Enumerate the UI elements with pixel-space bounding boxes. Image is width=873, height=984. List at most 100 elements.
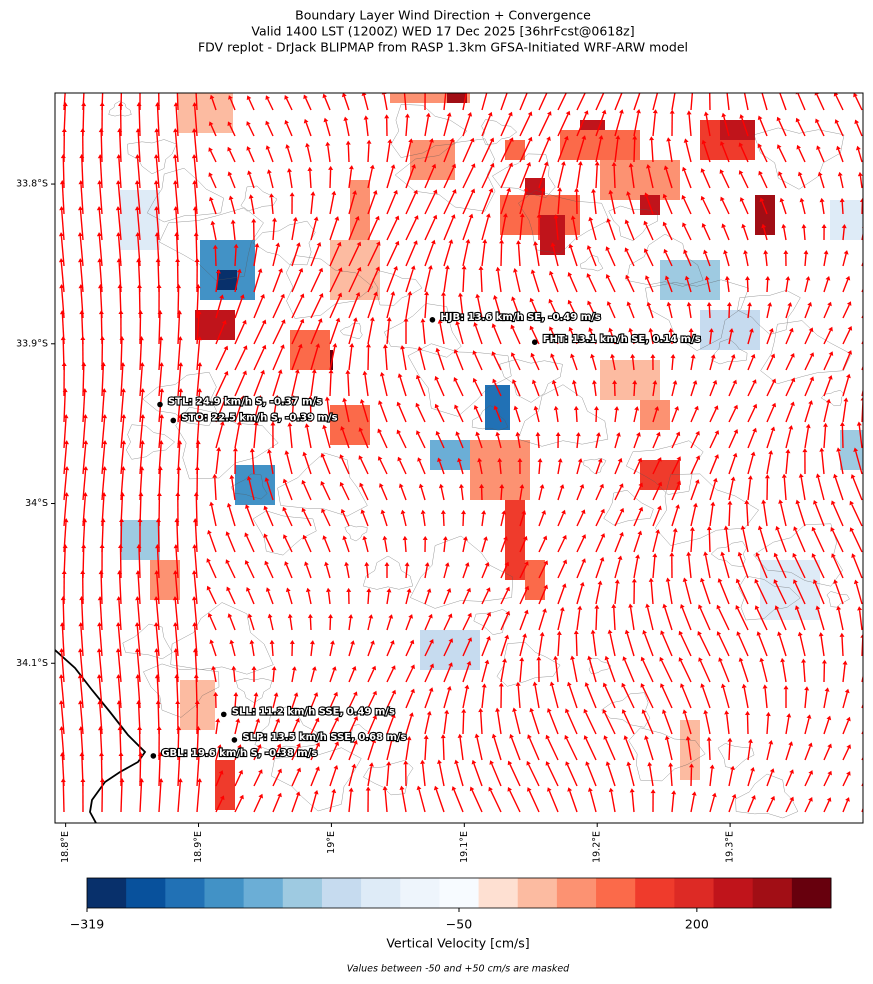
wind-arrow-head — [373, 291, 378, 297]
wind-arrow — [418, 460, 426, 475]
wind-arrow — [576, 561, 585, 579]
contour — [390, 104, 467, 158]
contour — [753, 523, 843, 587]
wind-arrow — [500, 216, 507, 241]
wind-arrow-head — [685, 736, 691, 741]
wind-arrow — [671, 531, 676, 553]
wind-arrow — [215, 722, 219, 735]
wind-arrow — [177, 366, 182, 397]
wind-arrow-head — [747, 302, 752, 307]
wind-arrow-head — [59, 622, 65, 627]
wind-arrow-head — [542, 608, 547, 613]
wind-arrow — [438, 763, 445, 787]
wind-arrow — [196, 314, 200, 345]
x-tick-label: 19.2°E — [592, 831, 603, 863]
wind-arrow — [500, 487, 503, 501]
wind-arrow — [266, 480, 274, 501]
wind-arrow-head — [59, 206, 65, 211]
wind-arrow — [401, 789, 407, 813]
wind-arrow-head — [690, 354, 696, 359]
convergence-cell — [390, 93, 470, 103]
wind-arrow-head — [153, 622, 159, 627]
wind-arrow — [608, 304, 616, 319]
wind-arrow — [832, 530, 844, 553]
station-label: SLL: 11.2 km/h SSE, 0.49 m/s — [232, 706, 395, 717]
wind-arrow — [623, 686, 635, 709]
wind-arrow-head — [765, 711, 771, 717]
contour — [753, 127, 845, 190]
wind-arrow — [362, 512, 369, 527]
wind-arrow — [272, 271, 282, 293]
wind-arrow — [519, 513, 525, 527]
wind-arrow — [794, 529, 806, 553]
wind-arrow-head — [701, 139, 707, 145]
wind-arrow — [512, 299, 521, 319]
wind-arrow-head — [443, 87, 448, 91]
wind-arrow-head — [750, 767, 755, 772]
wind-arrow — [63, 470, 68, 501]
wind-arrow — [291, 372, 298, 397]
wind-arrow-head — [207, 612, 213, 618]
wind-arrow-head — [491, 351, 497, 356]
wind-arrow — [310, 271, 322, 293]
wind-arrow — [234, 773, 242, 787]
wind-arrow-head — [80, 778, 86, 782]
wind-arrow-head — [608, 327, 614, 333]
wind-arrow-head — [440, 509, 446, 514]
wind-arrow-head — [846, 716, 851, 722]
wind-arrow — [593, 383, 597, 397]
wind-arrow-head — [628, 327, 634, 333]
wind-arrow-head — [140, 388, 146, 393]
wind-arrow — [568, 685, 578, 709]
wind-arrow-head — [866, 301, 871, 306]
wind-arrow-head — [640, 683, 645, 688]
convergence-cell — [215, 760, 235, 810]
wind-arrow — [665, 168, 673, 189]
wind-arrow-head — [652, 109, 658, 114]
colorbar-tick-label: 200 — [685, 917, 709, 932]
wind-arrow-head — [195, 726, 201, 731]
wind-arrow — [422, 322, 426, 345]
wind-arrow-head — [244, 560, 250, 565]
wind-arrow-head — [384, 114, 390, 119]
wind-arrow-head — [379, 372, 385, 377]
wind-arrow — [101, 444, 106, 475]
wind-arrow-head — [265, 587, 271, 592]
wind-arrow — [329, 194, 335, 215]
wind-arrow — [709, 383, 716, 397]
wind-arrow-head — [754, 605, 760, 610]
wind-arrow — [227, 562, 236, 579]
wind-arrow — [781, 201, 787, 215]
wind-arrow — [269, 617, 274, 631]
wind-arrow — [386, 643, 393, 657]
wind-arrow-head — [429, 639, 434, 644]
wind-arrow-head — [99, 336, 105, 340]
wind-arrow — [82, 391, 86, 423]
wind-arrow-head — [82, 76, 87, 80]
wind-arrow — [158, 366, 163, 397]
wind-arrow-head — [175, 700, 181, 704]
wind-arrow-head — [495, 266, 501, 272]
wind-arrow-head — [617, 555, 623, 560]
x-tick-label: 19.1°E — [459, 831, 470, 863]
wind-arrow — [816, 94, 825, 111]
wind-arrow — [267, 590, 274, 605]
wind-arrow — [604, 712, 616, 735]
wind-arrow — [272, 771, 281, 787]
wind-arrow — [405, 715, 413, 735]
wind-arrow-head — [410, 664, 415, 670]
wind-arrow-head — [135, 570, 141, 575]
wind-arrow-head — [342, 397, 348, 403]
wind-arrow-head — [135, 128, 141, 133]
wind-arrow-head — [710, 501, 716, 506]
wind-arrow — [626, 278, 635, 293]
wind-arrow-head — [771, 402, 777, 408]
wind-arrow-head — [294, 369, 300, 374]
wind-arrow-head — [177, 414, 183, 419]
wind-arrow-head — [245, 504, 250, 509]
wind-arrow-head — [377, 456, 383, 461]
wind-arrow — [728, 741, 731, 761]
wind-arrow — [842, 279, 849, 293]
wind-arrow — [348, 346, 353, 371]
wind-arrow — [417, 433, 426, 449]
